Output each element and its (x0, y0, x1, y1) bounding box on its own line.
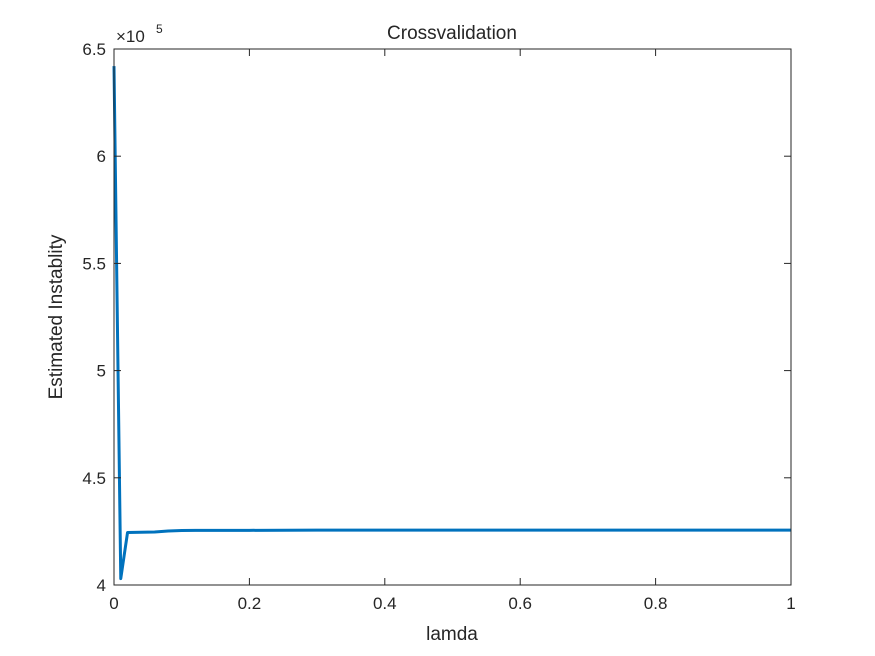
chart-title: Crossvalidation (387, 23, 517, 44)
x-tick-label: 0.8 (644, 594, 668, 613)
axes-box (113, 48, 792, 586)
x-tick-label: 0.2 (238, 594, 262, 613)
y-tick-label: 6.5 (82, 40, 106, 59)
y-tick-label: 6 (97, 147, 106, 166)
x-tick-label: 0.6 (508, 594, 532, 613)
series-line (112, 66, 791, 581)
y-tick-label: 4 (97, 576, 106, 595)
y-multiplier-exponent: 5 (156, 22, 163, 36)
line-layer (112, 66, 791, 581)
y-tick-label: 4.5 (82, 469, 106, 488)
x-tick-label: 1 (786, 594, 795, 613)
x-tick-label: 0.4 (373, 594, 397, 613)
y-axis-label: Estimated Instablity (46, 234, 67, 399)
y-multiplier-base: ×10 (116, 27, 145, 46)
x-tick-label: 0 (109, 594, 118, 613)
plot-area (114, 49, 791, 585)
x-axis-label: lamda (426, 624, 478, 645)
y-tick-label: 5.5 (82, 254, 106, 273)
tick-layer: 0 0.2 0.4 0.6 0.8 1 4 4.5 5 5.5 6 6.5 (82, 40, 795, 613)
y-tick-label: 5 (97, 362, 106, 381)
